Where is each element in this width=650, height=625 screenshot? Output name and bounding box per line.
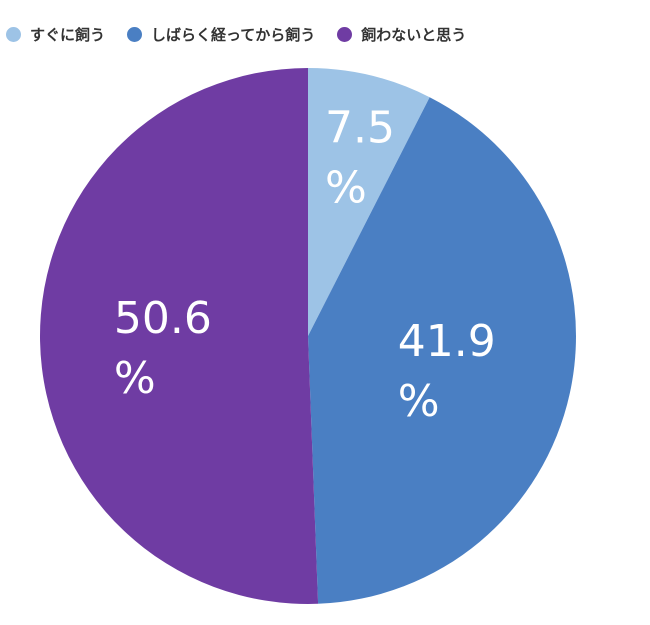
pie-slice-immediately (308, 68, 430, 336)
legend-swatch-immediately (6, 27, 21, 42)
data-label-value-immediately: 7.5 (325, 102, 395, 153)
pie-slice-not (39, 68, 319, 604)
data-label-value-later: 41.9 (398, 316, 496, 367)
data-label-percent-immediately: % (325, 162, 367, 213)
legend-label-not: 飼わないと思う (361, 26, 467, 44)
legend-swatch-later (127, 27, 143, 42)
data-label-value-not: 50.6 (114, 293, 212, 344)
data-label-percent-not: % (114, 353, 156, 404)
legend-label-immediately: すぐに飼う (30, 26, 106, 44)
legend-item-immediately: すぐに飼う (6, 24, 105, 45)
chart-legend: すぐに飼う しばらく経ってから飼う 飼わないと思う (6, 24, 466, 45)
legend-label-later: しばらく経ってから飼う (151, 26, 316, 44)
pie-slice-later (308, 97, 576, 604)
data-label-percent-later: % (398, 376, 440, 427)
legend-swatch-not (337, 27, 353, 42)
legend-item-not: 飼わないと思う (337, 24, 466, 45)
legend-item-later: しばらく経ってから飼う (127, 24, 315, 45)
